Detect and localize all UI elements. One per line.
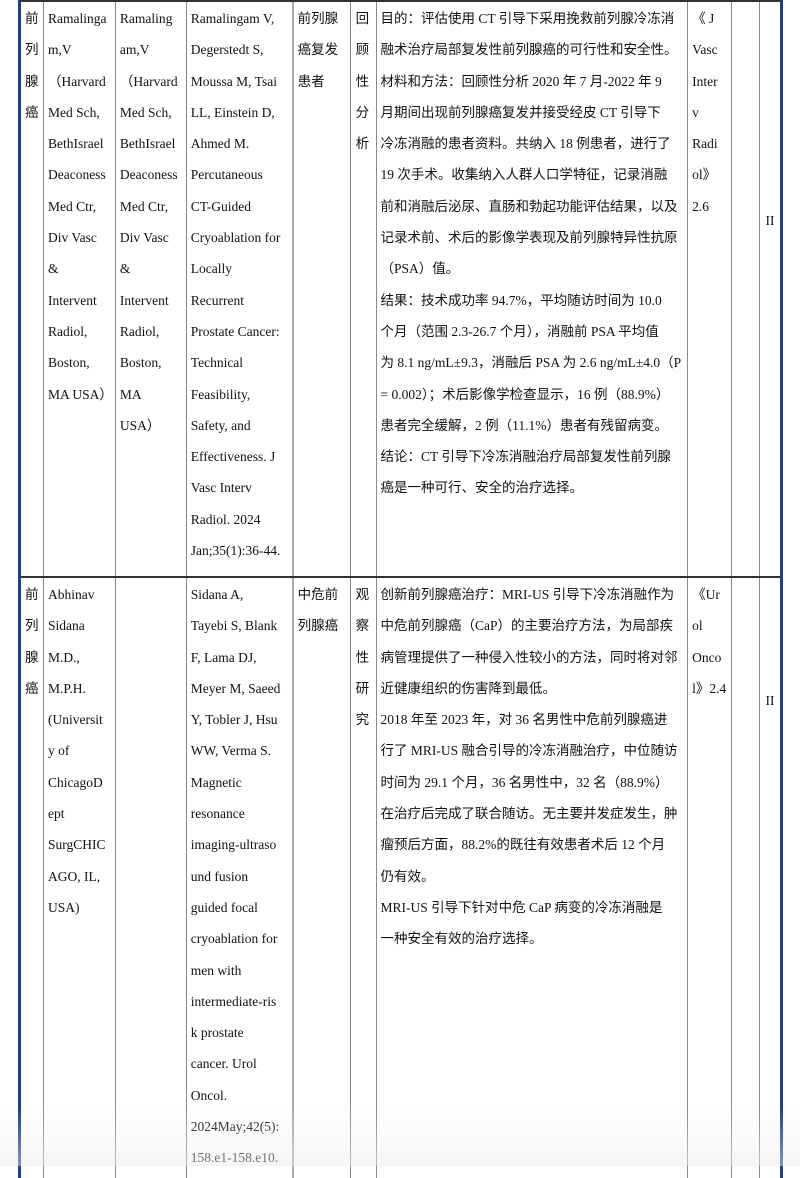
table-row: 前 列 腺 癌 Abhinav Sidana M.D., M.P.H. (Uni…	[21, 578, 780, 1178]
author-cell: Ramalinga m,V （Harvard Med Sch, BethIsra…	[44, 2, 116, 576]
citation-cell: Sidana A, Tayebi S, Blank F, Lama DJ, Me…	[187, 578, 294, 1178]
author-cell: Abhinav Sidana M.D., M.P.H. (Universit y…	[44, 578, 116, 1178]
study-type-cell: 观 察 性 研 究	[351, 578, 377, 1178]
empty-cell	[732, 2, 761, 576]
evidence-level-cell: II	[760, 2, 780, 576]
summary-cell: 创新前列腺癌治疗：MRI-US 引导下冷冻消融作为 中危前列腺癌（CaP）的主要…	[377, 578, 689, 1178]
evidence-level: II	[765, 213, 775, 228]
corresponding-author-cell: Ramaling am,V （Harvard Med Sch, BethIsra…	[116, 2, 187, 576]
summary-cell: 目的：评估使用 CT 引导下采用挽救前列腺冷冻消 融术治疗局部复发性前列腺癌的可…	[377, 2, 689, 576]
evidence-level: II	[765, 693, 775, 708]
category-cell: 前 列 腺 癌	[21, 2, 44, 576]
population-cell: 中危前 列腺癌	[294, 578, 351, 1178]
corresponding-author-cell	[116, 578, 187, 1178]
journal-cell: 《 J Vasc Inter v Radi ol》 2.6	[688, 2, 733, 576]
literature-table: 前 列 腺 癌 Ramalinga m,V （Harvard Med Sch, …	[18, 0, 783, 1178]
population-cell: 前列腺 癌复发 患者	[294, 2, 351, 576]
table-row: 前 列 腺 癌 Ramalinga m,V （Harvard Med Sch, …	[21, 2, 780, 578]
study-type-cell: 回 顾 性 分 析	[351, 2, 377, 576]
empty-cell	[732, 578, 761, 1178]
journal-cell: 《Ur ol Onco l》2.4	[688, 578, 733, 1178]
category-cell: 前 列 腺 癌	[21, 578, 44, 1178]
evidence-level-cell: II	[760, 578, 780, 1178]
citation-cell: Ramalingam V, Degerstedt S, Moussa M, Ts…	[187, 2, 294, 576]
